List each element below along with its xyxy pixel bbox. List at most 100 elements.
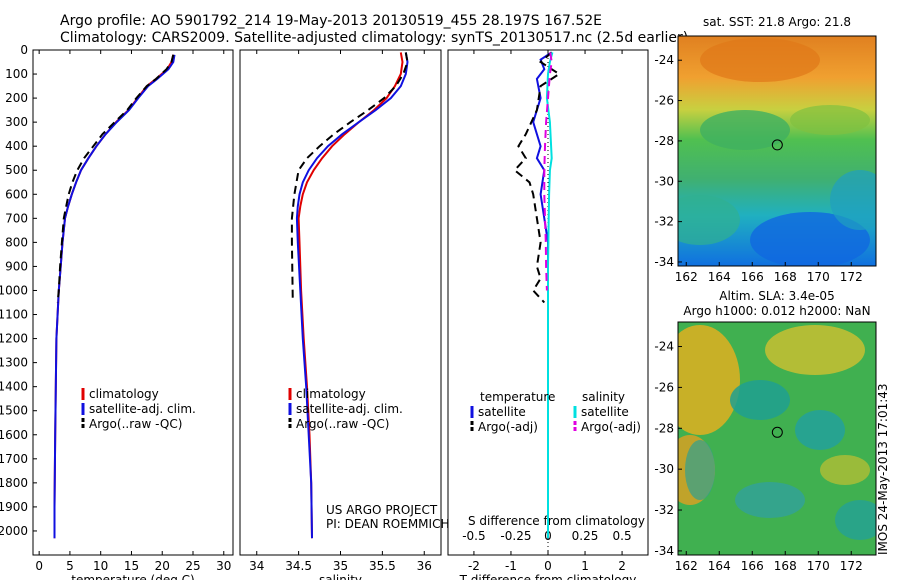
y-tick-label: 2000 <box>0 524 28 538</box>
x-tick-label: 170 <box>807 559 830 573</box>
y-tick-label: -30 <box>654 462 674 476</box>
legend-label: Argo(-adj) <box>581 420 641 434</box>
profile-panel-1: 0 5 10 15 20 25 300100200300400500600700800900… <box>0 43 234 580</box>
x-tick-label: 34 <box>249 559 264 573</box>
x-tick-label: 172 <box>840 559 863 573</box>
y-tick-label: 700 <box>5 211 28 225</box>
s-tick-label: -0.25 <box>500 529 531 543</box>
project-annotation: US ARGO PROJECT <box>326 503 438 517</box>
x-axis-label: T difference from climatology <box>459 573 637 580</box>
project-annotation: PI: DEAN ROEMMICH <box>326 517 449 531</box>
x-axis-label: salinity <box>319 573 362 580</box>
series-satelliteadjclim <box>295 52 409 539</box>
y-tick-label: -32 <box>654 215 674 229</box>
map-panel-2: 162 164 166 168 170 172 -24 -26 -28 -30 -32 -34 Alti… <box>654 289 877 573</box>
x-tick-label: 172 <box>840 270 863 284</box>
y-tick-label: 800 <box>5 235 28 249</box>
x-tick-label: -1 <box>505 559 517 573</box>
map-title: sat. SST: 21.8 Argo: 21.8 <box>703 15 851 29</box>
x-tick-label: 35 <box>333 559 348 573</box>
x-tick-label: 25 <box>185 559 200 573</box>
series-argorawqc <box>56 54 175 303</box>
y-tick-label: 100 <box>5 67 28 81</box>
y-tick-label: -34 <box>654 544 674 558</box>
x-tick-label: 35.5 <box>369 559 396 573</box>
x-tick-label: 0 <box>35 559 43 573</box>
y-tick-label: 1300 <box>0 356 28 370</box>
y-tick-label: 1100 <box>0 308 28 322</box>
y-tick-label: 1800 <box>0 476 28 490</box>
y-tick-label: -26 <box>654 94 674 108</box>
series-satelliteadjclim <box>53 54 176 539</box>
y-tick-label: 500 <box>5 163 28 177</box>
s-axis-label: S difference from climatology <box>468 514 645 528</box>
legend-label: Argo(..raw -QC) <box>296 417 389 431</box>
profile-panel-3: -2 -1 0 1 2T difference from climatology S di… <box>447 49 649 580</box>
s-tick-label: -0.5 <box>462 529 485 543</box>
y-tick-label: 200 <box>5 91 28 105</box>
y-tick-label: 600 <box>5 187 28 201</box>
x-tick-label: 164 <box>708 270 731 284</box>
x-tick-label: 2 <box>618 559 626 573</box>
x-tick-label: 168 <box>774 270 797 284</box>
x-tick-label: 20 <box>155 559 170 573</box>
legend-label: Argo(..raw -QC) <box>89 417 182 431</box>
y-tick-label: -24 <box>654 340 674 354</box>
x-tick-label: 164 <box>708 559 731 573</box>
legend-header: salinity <box>582 390 625 404</box>
panel-frame <box>32 49 234 556</box>
map-panel-1: 162 164 166 168 170 172 -24 -26 -28 -30 -32 -34 sat.… <box>654 15 877 284</box>
legend-header: temperature <box>480 390 555 404</box>
x-tick-label: 170 <box>807 270 830 284</box>
x-tick-label: 166 <box>741 270 764 284</box>
x-tick-label: 162 <box>675 270 698 284</box>
y-tick-label: 400 <box>5 139 28 153</box>
y-tick-label: -28 <box>654 134 674 148</box>
x-tick-label: 30 <box>216 559 231 573</box>
profile-panel-2: 34 34.5 35 35.5 36 salinity climatologysatelli… <box>239 49 449 580</box>
legend-label: Argo(-adj) <box>478 420 538 434</box>
y-tick-label: 0 <box>20 43 28 57</box>
argo-location-marker <box>771 139 783 151</box>
map-frame <box>677 321 877 556</box>
series-climatology <box>53 54 175 539</box>
y-tick-label: -28 <box>654 421 674 435</box>
y-tick-label: 1200 <box>0 332 28 346</box>
series-climatology <box>297 52 404 539</box>
legend-label: satellite <box>581 405 629 419</box>
y-tick-label: 1900 <box>0 500 28 514</box>
y-tick-label: 1700 <box>0 452 28 466</box>
y-tick-label: -26 <box>654 380 674 394</box>
climatology-subtitle: Climatology: CARS2009. Satellite-adjuste… <box>60 30 689 46</box>
legend-label: climatology <box>89 387 159 401</box>
y-tick-label: 900 <box>5 259 28 273</box>
y-tick-label: -30 <box>654 174 674 188</box>
y-tick-label: -32 <box>654 503 674 517</box>
y-tick-label: 1500 <box>0 404 28 418</box>
y-tick-label: -34 <box>654 255 674 269</box>
s-tick-label: 0.25 <box>572 529 599 543</box>
sla-map <box>678 322 876 555</box>
sst-map <box>678 36 876 266</box>
x-axis-label: temperature (deg C) <box>71 573 194 580</box>
x-tick-label: -2 <box>468 559 480 573</box>
x-tick-label: 0 <box>544 559 552 573</box>
series-satellite <box>545 52 554 539</box>
x-tick-label: 10 <box>93 559 108 573</box>
x-tick-label: 168 <box>774 559 797 573</box>
x-tick-label: 36 <box>417 559 432 573</box>
map-title: Altim. SLA: 3.4e-05 <box>719 289 834 303</box>
x-tick-label: 166 <box>741 559 764 573</box>
y-tick-label: 1600 <box>0 428 28 442</box>
map-subtitle: Argo h1000: 0.012 h2000: NaN <box>683 304 870 318</box>
y-tick-label: 1000 <box>0 283 28 297</box>
y-tick-label: 300 <box>5 115 28 129</box>
series-argoadj <box>513 51 561 304</box>
y-tick-label: -24 <box>654 53 674 67</box>
map-frame <box>677 35 877 267</box>
x-tick-label: 34.5 <box>285 559 312 573</box>
panel-frame <box>239 49 442 556</box>
series-argoadj <box>543 52 553 291</box>
legend-label: satellite-adj. clim. <box>89 402 196 416</box>
